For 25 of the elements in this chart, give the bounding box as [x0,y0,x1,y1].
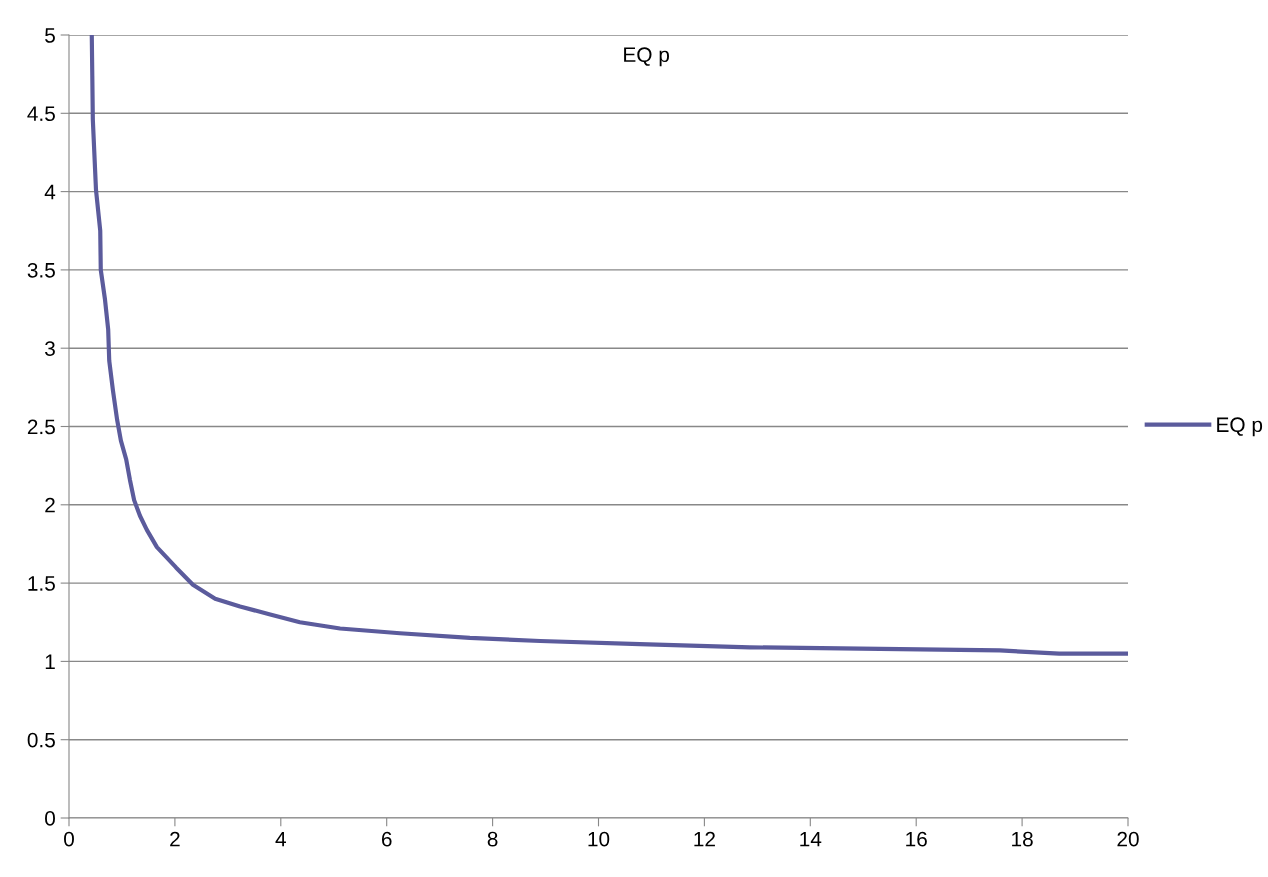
x-tick-label: 14 [800,831,822,847]
x-tick-label: 10 [588,831,610,847]
y-tick-label: 3.5 [27,262,55,278]
x-tick-label: 2 [170,831,180,847]
y-tick-label: 4.5 [27,106,55,122]
y-tick-label: 0.5 [27,732,55,748]
text: EQ p [624,47,670,67]
x-tick-label: 12 [694,831,715,847]
x-tick-label: 20 [1117,831,1139,847]
legend-label: EQ p [1217,417,1263,437]
y-tick-label: 0 [45,811,55,826]
x-tick-label: 18 [1012,831,1033,847]
y-tick-label: 4 [44,184,56,200]
x-tick-label: 16 [906,831,927,847]
y-tick-label: 2 [45,497,55,513]
x-tick-label: 4 [275,831,286,847]
x-tick-label: 8 [487,831,498,847]
y-tick-label: 5 [45,28,55,43]
y-tick-label: 1.5 [28,576,55,591]
y-tick-label: 2.5 [27,419,55,435]
line-series [89,35,1128,656]
x-tick-label: 0 [64,831,74,847]
y-tick-label: 3 [45,341,55,356]
x-tick-label: 6 [381,831,392,847]
y-tick-label: 1 [45,654,55,669]
